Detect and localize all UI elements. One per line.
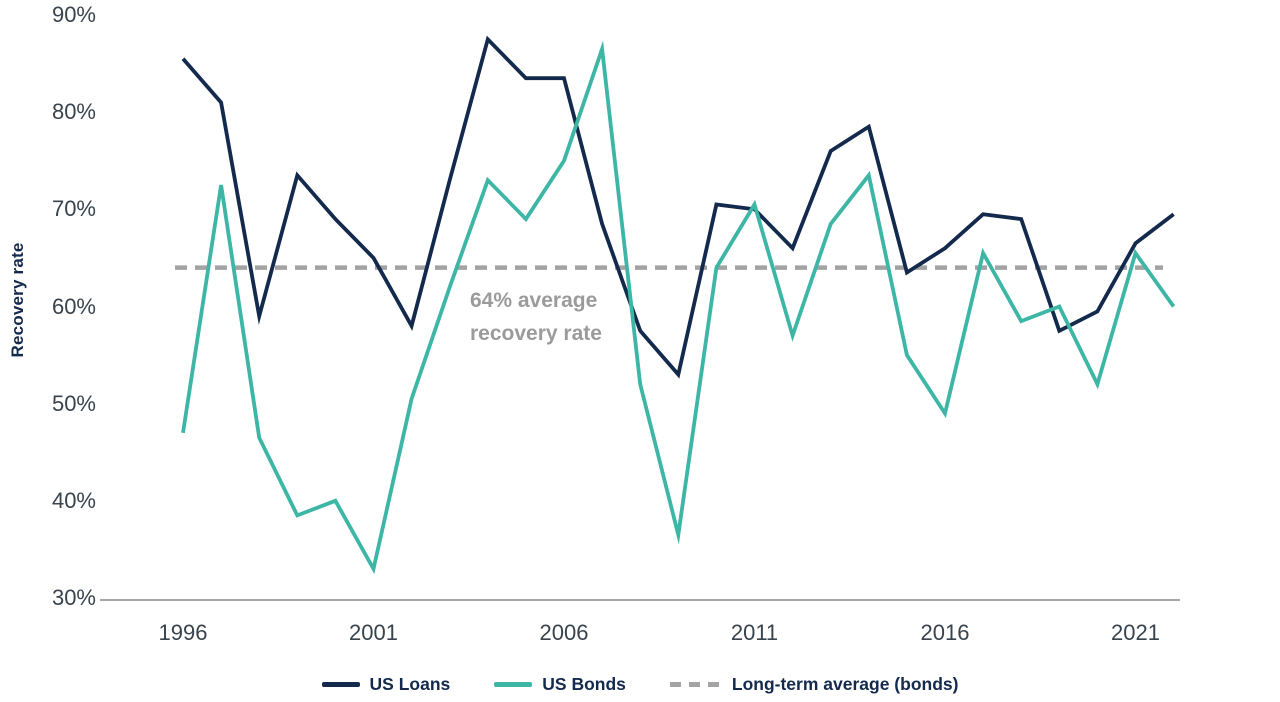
y-tick-label-30: 30%: [51, 585, 96, 610]
x-tick-label-1996: 1996: [158, 620, 208, 645]
us-loans-line: [181, 35, 1175, 379]
us-bonds-line-swatch: [494, 682, 533, 687]
us-loans-legend-label: US Loans: [369, 674, 451, 694]
average-annotation: 64% average recovery rate: [470, 284, 602, 350]
y-tick-label-80: 80%: [51, 99, 96, 125]
legend-item-us-loans: US Loans: [321, 674, 451, 695]
annotation-line-1: 64% average: [470, 289, 598, 312]
long-term-average-swatch: [669, 682, 722, 687]
x-tick-label-2001: 2001: [349, 620, 398, 645]
us-loans-line-swatch: [321, 682, 360, 687]
us-bonds-legend-label: US Bonds: [542, 674, 626, 694]
x-tick-label-2011: 2011: [730, 620, 779, 645]
annotation-line-2: recovery rate: [470, 322, 602, 345]
x-tick-label-2021: 2021: [1111, 620, 1160, 645]
y-tick-label-50: 50%: [51, 390, 96, 416]
us-bonds-line: [181, 40, 1176, 575]
long-term-average-legend-label: Long-term average (bonds): [731, 674, 959, 694]
y-tick-label-90: 90%: [51, 2, 96, 27]
legend-item-long-term-average: Long-term average (bonds): [669, 674, 959, 695]
y-tick-label-40: 40%: [51, 487, 96, 513]
y-tick-label-60: 60%: [51, 293, 96, 319]
x-tick-label-2006: 2006: [539, 620, 589, 645]
chart-legend: US Loans US Bonds Long-term average (bon…: [0, 674, 1280, 695]
x-tick-label-2016: 2016: [920, 620, 970, 645]
y-tick-label-70: 70%: [51, 196, 96, 222]
legend-item-us-bonds: US Bonds: [494, 674, 626, 695]
